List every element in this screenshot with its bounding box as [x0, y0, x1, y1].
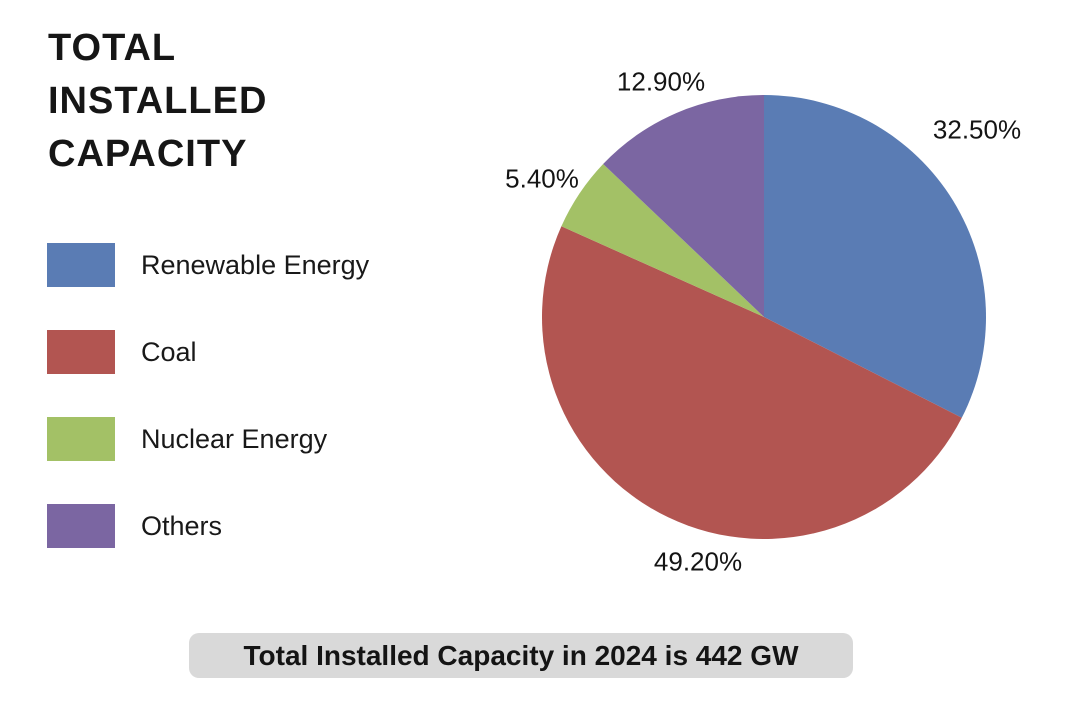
page-title-line-1: TOTAL: [48, 27, 177, 69]
page-title-line-3: CAPACITY: [48, 133, 248, 175]
legend-item-coal: Coal: [47, 330, 369, 374]
pie-label-nuclear-energy: 5.40%: [505, 163, 579, 194]
pie-label-others: 12.90%: [616, 66, 706, 97]
page-title: TOTAL INSTALLED CAPACITY: [48, 22, 267, 181]
legend-swatch-others: [47, 504, 115, 548]
pie-slice-renewable-energy: [764, 95, 986, 418]
pie-slice-nuclear-energy: [561, 164, 764, 317]
legend-swatch-coal: [47, 330, 115, 374]
pie-slice-coal: [541, 226, 962, 540]
legend-item-renewable-energy: Renewable Energy: [47, 243, 369, 287]
legend-label-coal: Coal: [141, 336, 197, 367]
legend-swatch-nuclear-energy: [47, 417, 115, 461]
pie-label-renewable-energy: 32.50%: [932, 114, 1022, 145]
pie-slice-others: [603, 95, 764, 317]
legend-label-others: Others: [141, 510, 223, 541]
legend-item-others: Others: [47, 504, 369, 548]
legend: Renewable Energy Coal Nuclear Energy Oth…: [47, 243, 369, 591]
pie-label-coal: 49.20%: [653, 546, 743, 577]
total-capacity-caption: Total Installed Capacity in 2024 is 442 …: [189, 633, 853, 678]
legend-label-renewable-energy: Renewable Energy: [141, 249, 370, 280]
legend-label-nuclear-energy: Nuclear Energy: [141, 423, 328, 454]
legend-swatch-renewable-energy: [47, 243, 115, 287]
page-title-line-2: INSTALLED: [48, 80, 268, 122]
legend-item-nuclear-energy: Nuclear Energy: [47, 417, 369, 461]
